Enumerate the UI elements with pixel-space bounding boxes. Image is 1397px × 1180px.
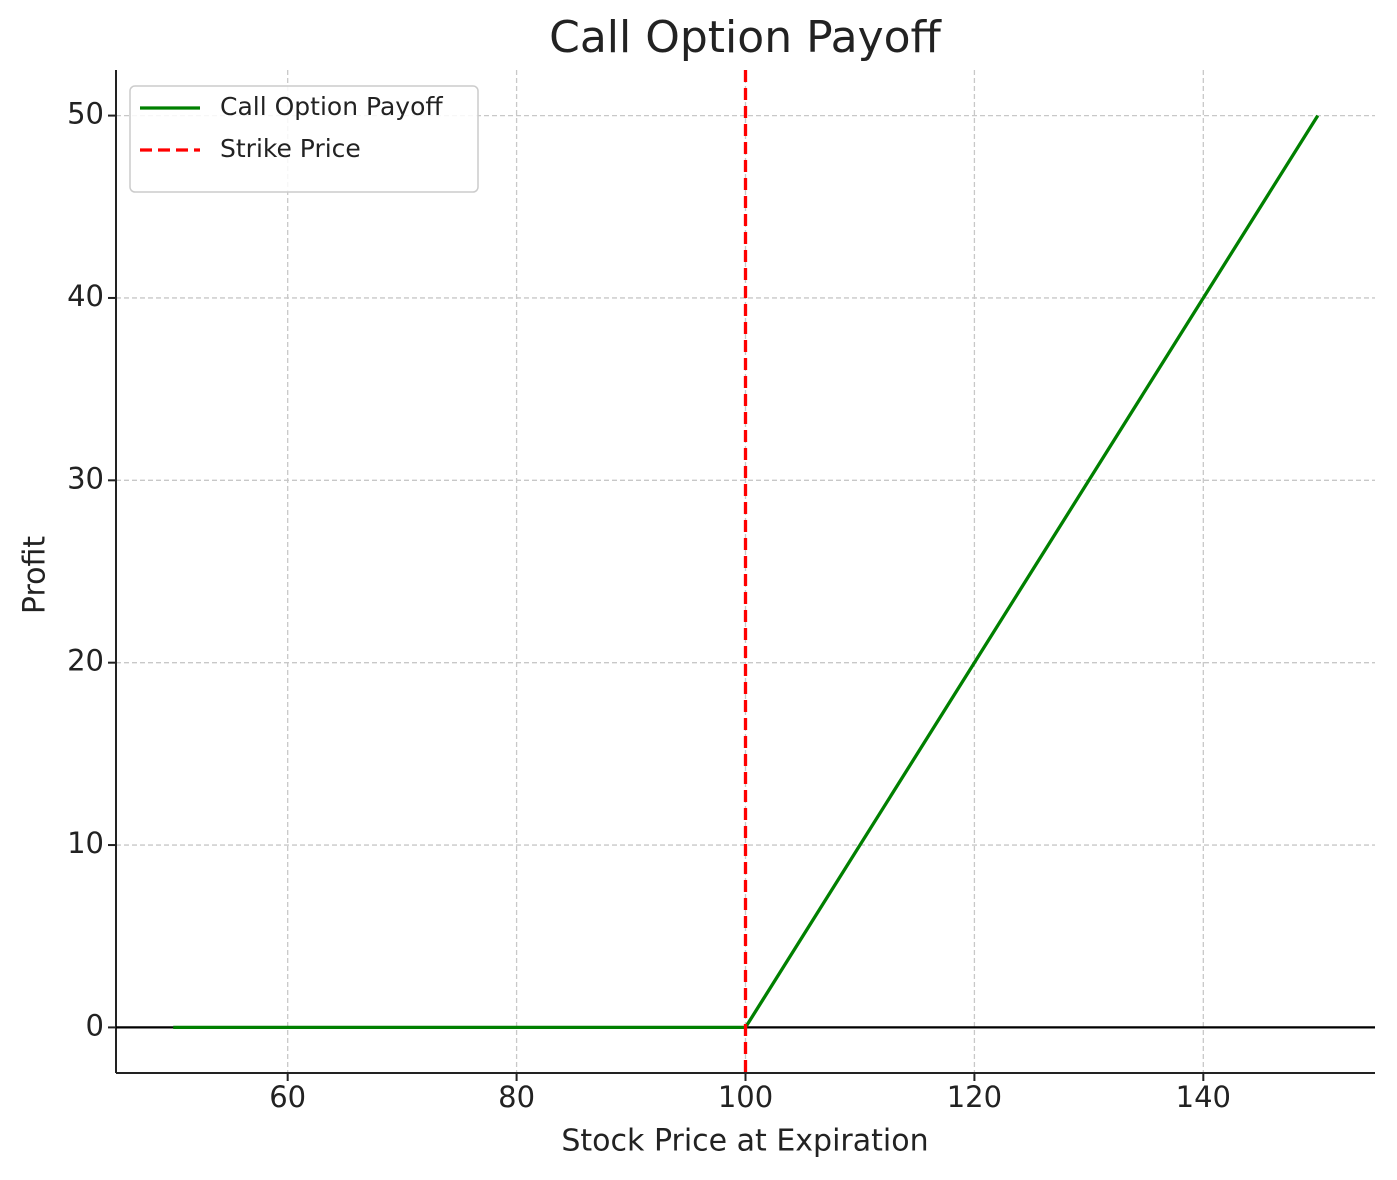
x-tick-label: 60 [269, 1080, 306, 1114]
legend-label: Call Option Payoff [220, 92, 443, 121]
legend-label: Strike Price [220, 134, 361, 163]
y-tick-label: 30 [67, 461, 104, 495]
y-tick-label: 50 [67, 97, 104, 131]
x-tick-label: 120 [947, 1080, 1002, 1114]
legend-box [129, 85, 479, 193]
y-tick-label: 10 [67, 826, 104, 860]
y-axis-label: Profit [18, 536, 53, 614]
x-axis-label: Stock Price at Expiration [561, 1124, 928, 1159]
chart-title: Call Option Payoff [549, 12, 942, 63]
x-tick-label: 80 [498, 1080, 535, 1114]
y-tick-label: 20 [67, 644, 104, 678]
x-tick-label: 100 [718, 1080, 773, 1114]
y-tick-label: 40 [67, 279, 104, 313]
y-tick-label: 0 [86, 1008, 104, 1042]
x-tick-label: 140 [1176, 1080, 1231, 1114]
